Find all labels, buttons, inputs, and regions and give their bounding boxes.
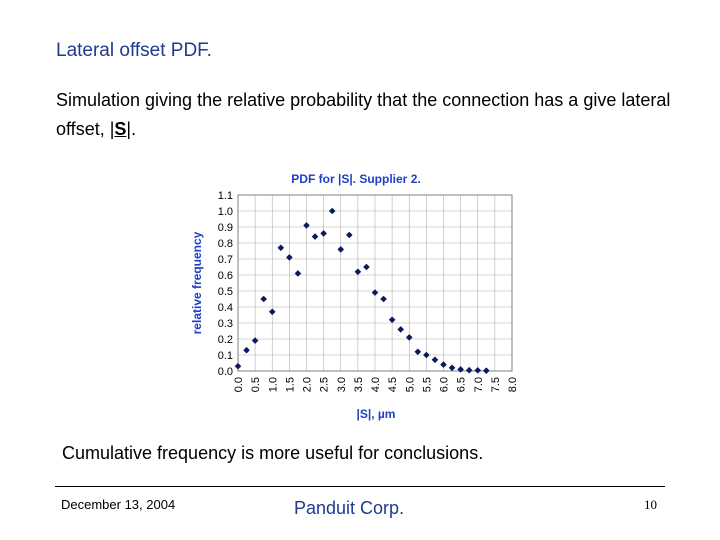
x-tick-label: 5.0	[404, 377, 416, 392]
data-point	[414, 348, 422, 356]
data-series	[234, 207, 490, 374]
x-tick-label: 6.0	[439, 377, 451, 392]
y-axis-label: relative frequency	[190, 231, 204, 334]
y-tick-label: 1.0	[218, 206, 233, 218]
x-tick-label: 0.0	[233, 377, 245, 392]
data-point	[251, 337, 259, 344]
body-text-suffix: |.	[126, 119, 137, 139]
x-tick-label: 7.0	[473, 377, 485, 392]
x-tick-label: 1.0	[267, 377, 279, 392]
data-point	[328, 207, 336, 215]
plot-area-border	[237, 194, 513, 372]
data-point	[320, 230, 327, 237]
body-text-symbol: S	[114, 119, 127, 139]
x-tick-label: 5.5	[421, 377, 433, 392]
data-point	[277, 244, 285, 252]
x-axis-tick-labels: 0.0 0.5 1.0 1.5 2.0 2.5 3.0 3.5 4.0 4.5 5.0 5.5 6.0 6…	[233, 377, 519, 392]
y-tick-label: 1.1	[218, 190, 233, 202]
x-tick-label: 6.5	[456, 377, 468, 392]
y-tick-label: 0.4	[218, 302, 233, 314]
data-point	[294, 270, 302, 277]
footer-divider	[55, 486, 665, 487]
y-tick-label: 0.1	[218, 350, 233, 362]
data-point	[371, 289, 379, 296]
data-point	[483, 367, 490, 374]
footer-company: Panduit Corp.	[294, 498, 405, 518]
data-point	[474, 367, 482, 374]
data-point	[465, 366, 473, 374]
data-point	[303, 222, 310, 229]
footer-page-number: 10	[644, 497, 657, 512]
y-tick-label: 0.7	[218, 254, 233, 266]
x-tick-label: 1.5	[284, 377, 296, 392]
x-tick-label: 3.0	[336, 377, 348, 392]
data-point	[363, 263, 370, 271]
x-tick-label: 2.5	[319, 377, 331, 392]
x-tick-label: 3.5	[353, 377, 365, 392]
data-point	[311, 233, 319, 240]
y-tick-label: 0.6	[218, 270, 233, 282]
data-point	[346, 231, 353, 239]
body-text-prefix: Simulation giving the relative probabili…	[56, 90, 671, 139]
data-point	[380, 295, 387, 303]
slide-body-text: Simulation giving the relative probabili…	[56, 86, 676, 144]
data-point	[260, 295, 267, 303]
data-point	[337, 246, 345, 253]
data-point	[440, 361, 447, 368]
data-point	[388, 316, 396, 324]
data-point	[431, 356, 439, 364]
y-tick-label: 0.3	[218, 318, 233, 330]
chart-title: PDF for |S|. Supplier 2.	[291, 172, 420, 186]
slide-note: Cumulative frequency is more useful for …	[62, 443, 484, 463]
data-point	[243, 346, 250, 354]
data-point	[423, 351, 430, 359]
footer-date: December 13, 2004	[61, 497, 176, 512]
y-tick-label: 0.5	[218, 286, 233, 298]
x-tick-label: 7.5	[490, 377, 502, 392]
data-point	[448, 364, 456, 372]
x-tick-label: 0.5	[250, 377, 262, 392]
data-point	[268, 308, 276, 316]
data-point	[405, 334, 413, 341]
y-tick-label: 0.8	[218, 238, 233, 250]
y-axis-tick-labels: 0.0 0.1 0.2 0.3 0.4 0.5 0.6 0.7 0.8 0.9 1.0 1.1	[218, 190, 233, 378]
x-tick-label: 4.0	[370, 377, 382, 392]
x-tick-label: 4.5	[387, 377, 399, 392]
pdf-scatter-chart: PDF for |S|. Supplier 2. 0.0 0.1 0.2 0.3 0.4…	[190, 172, 519, 421]
x-axis-label: |S|, µm	[357, 407, 396, 421]
y-tick-label: 0.0	[218, 366, 233, 378]
x-tick-label: 8.0	[507, 377, 519, 392]
data-point	[354, 268, 362, 276]
data-point	[397, 326, 404, 333]
data-point	[234, 362, 242, 370]
y-tick-label: 0.2	[218, 334, 233, 346]
slide-title: Lateral offset PDF.	[56, 40, 212, 61]
data-point	[286, 254, 293, 261]
x-tick-label: 2.0	[302, 377, 314, 392]
chart-grid	[237, 194, 513, 372]
y-tick-label: 0.9	[218, 222, 233, 234]
data-point	[457, 366, 464, 373]
